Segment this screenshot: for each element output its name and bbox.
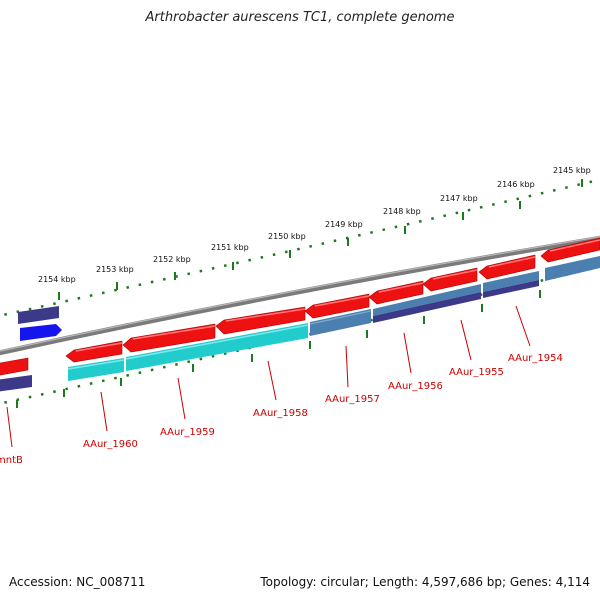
cds-bar-mntb[interactable]	[0, 375, 32, 392]
kbp-label: 2148 kbp	[383, 207, 421, 216]
cds-bar-aaur-1956a[interactable]	[373, 284, 481, 316]
accession-text: Accession: NC_008711	[9, 575, 146, 589]
cds-bar-aaur-1958[interactable]	[126, 323, 308, 371]
inner-major-ticks	[16, 290, 541, 408]
gene-label[interactable]: AAur_1957	[325, 394, 380, 405]
gene-label[interactable]: AAur_1960	[83, 439, 138, 450]
cds-bars	[0, 256, 600, 392]
gene-arrow-aaur-1955[interactable]	[478, 254, 536, 280]
gene-label[interactable]: AAur_1958	[253, 408, 308, 419]
cds-bar-aaur-1957[interactable]	[310, 309, 371, 336]
cds-bar-aaur-1955a[interactable]	[483, 271, 539, 292]
gene-label[interactable]: AAur_1955	[449, 367, 504, 378]
gene-arrows	[0, 237, 600, 376]
gene-arrow-aaur-1958[interactable]	[304, 293, 370, 319]
gene-label[interactable]: AAur_1959	[160, 427, 215, 438]
gene-label[interactable]: mntB	[0, 455, 23, 466]
cds-bar-aaur-1954[interactable]	[545, 256, 600, 281]
kbp-label: 2145 kbp	[553, 166, 591, 175]
kbp-label: 2153 kbp	[96, 265, 134, 274]
gene-arrow-aaur-1956[interactable]	[422, 267, 478, 292]
kbp-label: 2149 kbp	[325, 220, 363, 229]
gene-label[interactable]: AAur_1954	[508, 353, 563, 364]
kbp-label: 2150 kbp	[268, 232, 306, 241]
cds-arrow-blue[interactable]	[20, 324, 62, 341]
kbp-label: 2151 kbp	[211, 243, 249, 252]
gene-arrow-aaur-1959b[interactable]	[122, 323, 216, 353]
kbp-label: 2146 kbp	[497, 180, 535, 189]
map-title: Arthrobacter aurescens TC1, complete gen…	[145, 10, 455, 25]
cds-bar-aaur-1955b[interactable]	[483, 280, 539, 298]
cds-bar-aaur-1956b[interactable]	[373, 292, 481, 323]
cds-bar-aaur-1960[interactable]	[68, 358, 124, 381]
outer-scale-arc	[0, 178, 600, 317]
genome-backbone	[0, 235, 600, 356]
label-leaders	[6, 305, 531, 448]
gene-labels: AAur_1954 AAur_1955 AAur_1956 AAur_1957 …	[0, 353, 563, 466]
genome-summary-text: Topology: circular; Length: 4,597,686 bp…	[260, 575, 590, 589]
cds-bar-upper-left[interactable]	[18, 306, 59, 324]
kbp-label: 2154 kbp	[38, 275, 76, 284]
kbp-labels: 2145 kbp 2146 kbp 2147 kbp 2148 kbp 2149…	[38, 166, 591, 284]
gene-arrow-aaur-1959a[interactable]	[215, 306, 306, 335]
gene-arrow-mntb[interactable]	[0, 357, 29, 376]
gene-arrow-aaur-1960[interactable]	[65, 340, 123, 363]
kbp-label: 2152 kbp	[153, 255, 191, 264]
outer-major-ticks	[58, 179, 583, 300]
kbp-label: 2147 kbp	[440, 194, 478, 203]
gene-arrow-aaur-1957[interactable]	[368, 280, 424, 305]
gene-label[interactable]: AAur_1956	[388, 381, 443, 392]
